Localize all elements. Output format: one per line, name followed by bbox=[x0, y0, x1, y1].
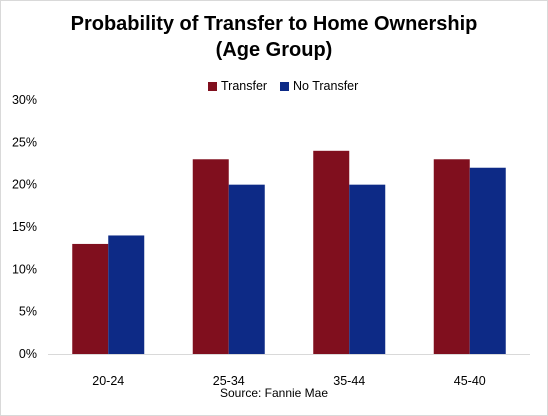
legend-label-no-transfer: No Transfer bbox=[293, 79, 359, 93]
y-tick-label: 0% bbox=[19, 347, 37, 361]
y-tick-label: 15% bbox=[12, 220, 37, 234]
legend-item-no-transfer: No Transfer bbox=[280, 79, 358, 93]
chart-title: Probability of Transfer to Home Ownershi… bbox=[70, 13, 478, 35]
legend-swatch-no-transfer bbox=[280, 81, 289, 91]
legend-item-transfer: Transfer bbox=[208, 79, 267, 93]
source-note: Source: Fannie Mae bbox=[219, 386, 329, 400]
bar-no-transfer-20-24 bbox=[108, 235, 145, 354]
bar-transfer-35-44 bbox=[313, 150, 350, 354]
bar-no-transfer-45-40 bbox=[469, 167, 506, 354]
legend-label-transfer: Transfer bbox=[221, 79, 268, 93]
y-tick-label: 10% bbox=[12, 262, 37, 276]
bar-no-transfer-25-34 bbox=[228, 184, 265, 354]
x-tick-label: 25-34 bbox=[213, 374, 245, 388]
y-tick-label: 5% bbox=[19, 305, 37, 319]
y-tick-label: 25% bbox=[12, 135, 37, 149]
chart-subtitle: (Age Group) bbox=[215, 39, 333, 61]
bar-transfer-45-40 bbox=[433, 159, 470, 354]
x-tick-label: 45-40 bbox=[454, 374, 486, 388]
x-tick-label: 35-44 bbox=[333, 374, 365, 388]
x-tick-label: 20-24 bbox=[92, 374, 124, 388]
y-tick-label: 30% bbox=[12, 93, 37, 107]
bar-transfer-20-24 bbox=[72, 243, 109, 354]
y-tick-label: 20% bbox=[12, 178, 37, 192]
legend-swatch-transfer bbox=[208, 81, 217, 91]
bar-transfer-25-34 bbox=[192, 159, 229, 354]
bar-no-transfer-35-44 bbox=[349, 184, 386, 354]
